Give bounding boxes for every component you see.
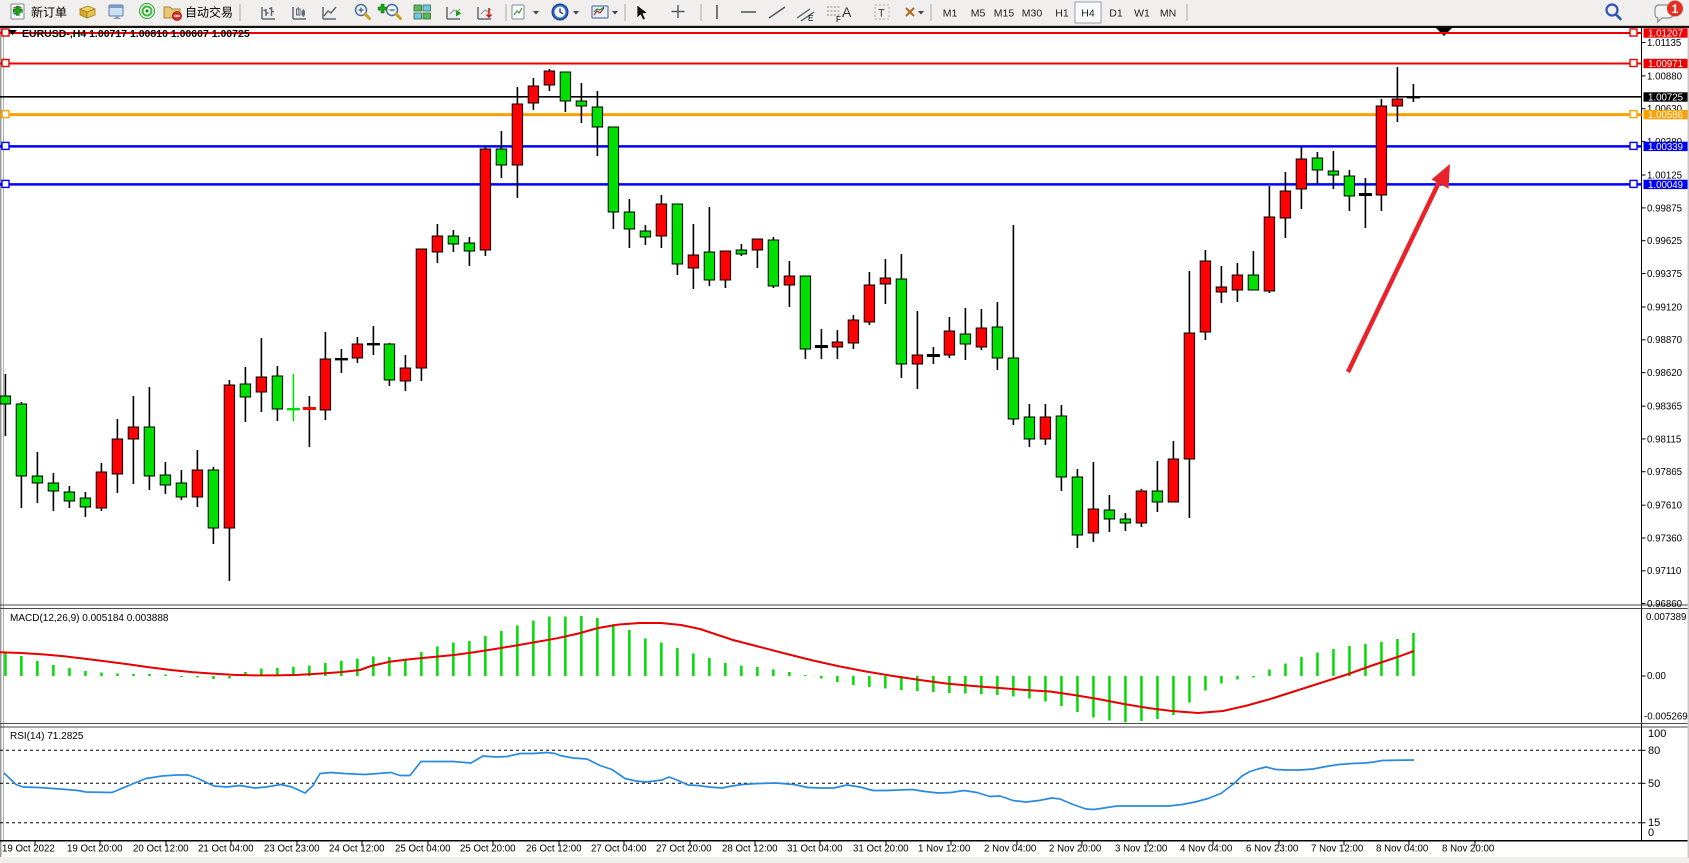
svg-text:0.97610: 0.97610 xyxy=(1647,501,1683,512)
svg-text:8 Nov 04:00: 8 Nov 04:00 xyxy=(1376,844,1429,855)
svg-text:0.98870: 0.98870 xyxy=(1647,335,1683,346)
svg-text:M30: M30 xyxy=(1022,8,1043,20)
svg-text:1.00125: 1.00125 xyxy=(1647,170,1682,181)
svg-text:20 Oct 12:00: 20 Oct 12:00 xyxy=(133,844,189,855)
svg-text:4 Nov 04:00: 4 Nov 04:00 xyxy=(1180,844,1233,855)
svg-text:23 Oct 23:00: 23 Oct 23:00 xyxy=(264,844,320,855)
svg-text:0.97110: 0.97110 xyxy=(1647,566,1682,577)
svg-text:0.97360: 0.97360 xyxy=(1647,533,1683,544)
svg-text:0.99375: 0.99375 xyxy=(1647,269,1682,280)
svg-text:MACD(12,26,9) 0.005184 0.00388: MACD(12,26,9) 0.005184 0.003888 xyxy=(10,613,169,624)
svg-text:E: E xyxy=(808,14,813,23)
svg-text:1.00586: 1.00586 xyxy=(1648,110,1683,121)
svg-text:0.99120: 0.99120 xyxy=(1647,302,1683,313)
svg-text:M15: M15 xyxy=(994,8,1015,20)
svg-text:3 Nov 12:00: 3 Nov 12:00 xyxy=(1115,844,1168,855)
svg-text:自动交易: 自动交易 xyxy=(185,5,233,20)
svg-text:26 Oct 12:00: 26 Oct 12:00 xyxy=(526,844,582,855)
svg-text:0.97865: 0.97865 xyxy=(1647,467,1682,478)
svg-text:50: 50 xyxy=(1648,778,1660,790)
svg-text:25 Oct 04:00: 25 Oct 04:00 xyxy=(395,844,451,855)
svg-text:-0.005269: -0.005269 xyxy=(1644,712,1688,723)
svg-text:0.99625: 0.99625 xyxy=(1647,236,1682,247)
svg-text:24 Oct 12:00: 24 Oct 12:00 xyxy=(329,844,385,855)
svg-text:0: 0 xyxy=(1648,827,1654,839)
svg-text:80: 80 xyxy=(1648,745,1660,757)
svg-text:1.00725: 1.00725 xyxy=(1648,92,1683,103)
svg-text:27 Oct 04:00: 27 Oct 04:00 xyxy=(591,844,647,855)
svg-text:0.98365: 0.98365 xyxy=(1647,402,1682,413)
svg-text:H4: H4 xyxy=(1081,8,1095,20)
svg-text:W1: W1 xyxy=(1134,8,1150,20)
svg-text:15: 15 xyxy=(1648,817,1660,829)
svg-text:19 Oct 2022: 19 Oct 2022 xyxy=(2,844,55,855)
svg-text:0.98115: 0.98115 xyxy=(1647,434,1681,445)
svg-text:6 Nov 23:00: 6 Nov 23:00 xyxy=(1246,844,1299,855)
svg-text:1.00339: 1.00339 xyxy=(1648,142,1683,153)
svg-text:2 Nov 04:00: 2 Nov 04:00 xyxy=(984,844,1037,855)
svg-text:8 Nov 20:00: 8 Nov 20:00 xyxy=(1442,844,1495,855)
svg-text:0.99875: 0.99875 xyxy=(1647,203,1682,214)
svg-text:28 Oct 12:00: 28 Oct 12:00 xyxy=(722,844,778,855)
svg-text:M1: M1 xyxy=(943,8,958,20)
svg-text:0.007389: 0.007389 xyxy=(1646,612,1686,623)
svg-text:1.01207: 1.01207 xyxy=(1648,28,1683,39)
svg-text:1.00971: 1.00971 xyxy=(1648,59,1683,70)
svg-text:D1: D1 xyxy=(1109,8,1123,20)
svg-text:1.00049: 1.00049 xyxy=(1648,180,1683,191)
svg-text:0.98620: 0.98620 xyxy=(1647,368,1683,379)
svg-text:1.00630: 1.00630 xyxy=(1647,104,1683,115)
svg-text:31 Oct 20:00: 31 Oct 20:00 xyxy=(853,844,909,855)
svg-text:25 Oct 20:00: 25 Oct 20:00 xyxy=(460,844,516,855)
svg-text:1 Nov 12:00: 1 Nov 12:00 xyxy=(918,844,971,855)
svg-text:7 Nov 12:00: 7 Nov 12:00 xyxy=(1311,844,1364,855)
svg-text:0.00: 0.00 xyxy=(1647,671,1666,682)
svg-text:MN: MN xyxy=(1160,8,1176,20)
svg-text:A: A xyxy=(842,4,852,20)
svg-text:1.01135: 1.01135 xyxy=(1647,38,1681,49)
svg-text:新订单: 新订单 xyxy=(31,5,67,20)
svg-text:T: T xyxy=(878,8,885,20)
svg-text:1.00880: 1.00880 xyxy=(1647,71,1683,82)
svg-text:M5: M5 xyxy=(971,8,986,20)
svg-text:100: 100 xyxy=(1648,728,1666,740)
svg-text:19 Oct 20:00: 19 Oct 20:00 xyxy=(67,844,123,855)
svg-text:27 Oct 20:00: 27 Oct 20:00 xyxy=(656,844,712,855)
svg-text:0.96860: 0.96860 xyxy=(1647,599,1683,610)
svg-text:2 Nov 20:00: 2 Nov 20:00 xyxy=(1049,844,1102,855)
svg-text:EURUSD-,H4 1.00717 1.00810 1.: EURUSD-,H4 1.00717 1.00810 1.00607 1.007… xyxy=(22,28,250,40)
svg-text:H1: H1 xyxy=(1055,8,1069,20)
svg-text:RSI(14) 71.2825: RSI(14) 71.2825 xyxy=(10,731,84,742)
svg-text:31 Oct 04:00: 31 Oct 04:00 xyxy=(787,844,843,855)
svg-text:F: F xyxy=(836,15,841,24)
svg-text:21 Oct 04:00: 21 Oct 04:00 xyxy=(198,844,254,855)
svg-text:1: 1 xyxy=(1672,2,1679,16)
